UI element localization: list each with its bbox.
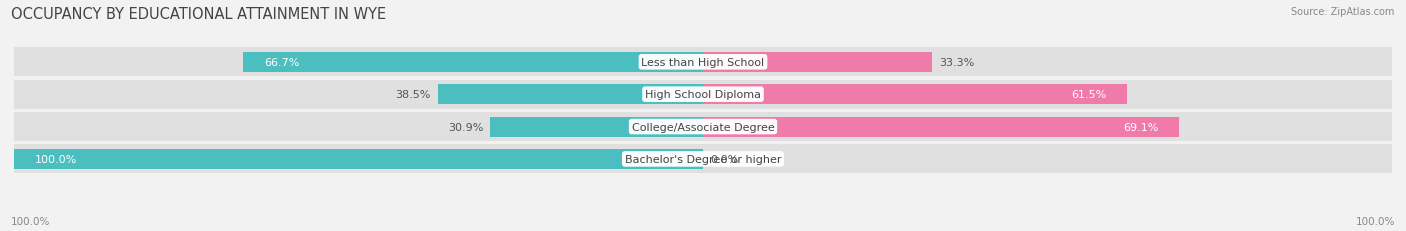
Text: 33.3%: 33.3% — [939, 58, 974, 67]
Text: 61.5%: 61.5% — [1071, 90, 1107, 100]
Legend: Owner-occupied, Renter-occupied: Owner-occupied, Renter-occupied — [581, 228, 825, 231]
Text: Bachelor's Degree or higher: Bachelor's Degree or higher — [624, 154, 782, 164]
Text: College/Associate Degree: College/Associate Degree — [631, 122, 775, 132]
Text: 100.0%: 100.0% — [35, 154, 77, 164]
Bar — [437, 85, 703, 105]
Bar — [14, 149, 703, 169]
Text: 66.7%: 66.7% — [264, 58, 299, 67]
Bar — [491, 117, 703, 137]
Bar — [14, 80, 1392, 109]
Bar — [703, 117, 1180, 137]
Text: 100.0%: 100.0% — [11, 216, 51, 226]
Bar — [703, 85, 1126, 105]
Bar — [14, 145, 1392, 174]
Text: Less than High School: Less than High School — [641, 58, 765, 67]
Text: High School Diploma: High School Diploma — [645, 90, 761, 100]
Bar — [703, 52, 932, 73]
Text: OCCUPANCY BY EDUCATIONAL ATTAINMENT IN WYE: OCCUPANCY BY EDUCATIONAL ATTAINMENT IN W… — [11, 7, 387, 22]
Text: 100.0%: 100.0% — [1355, 216, 1395, 226]
Text: 38.5%: 38.5% — [395, 90, 430, 100]
Bar — [14, 48, 1392, 77]
Text: Source: ZipAtlas.com: Source: ZipAtlas.com — [1291, 7, 1395, 17]
Text: 69.1%: 69.1% — [1123, 122, 1159, 132]
Bar — [243, 52, 703, 73]
Bar — [14, 112, 1392, 142]
Text: 30.9%: 30.9% — [449, 122, 484, 132]
Text: 0.0%: 0.0% — [710, 154, 738, 164]
